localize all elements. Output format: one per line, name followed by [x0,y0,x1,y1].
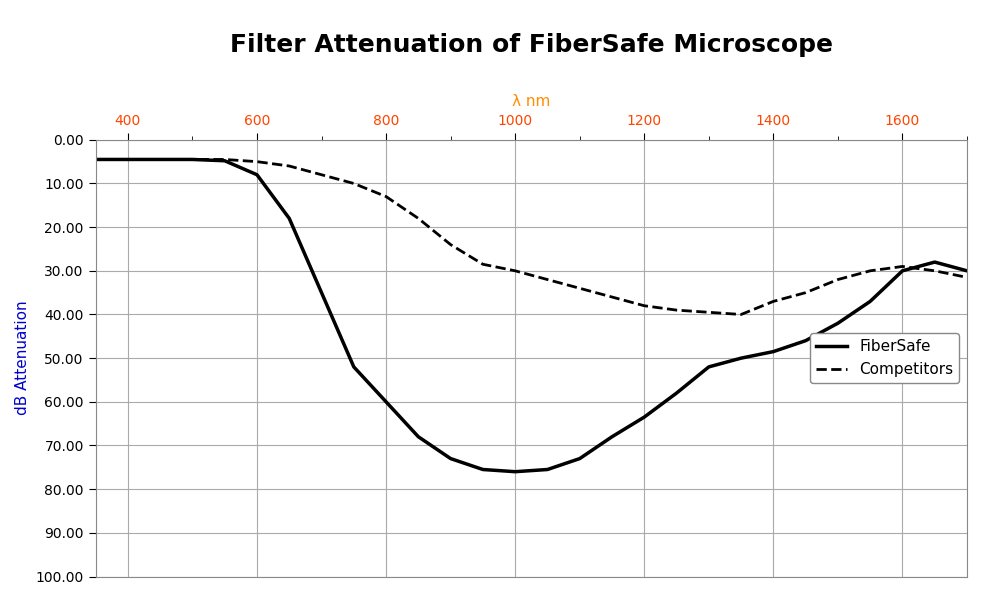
Competitors [703,308,715,316]
Y-axis label: dB Attenuation: dB Attenuation [15,301,30,415]
Competitors [187,156,198,163]
FiberSafe [154,156,166,163]
FiberSafe [573,455,585,462]
FiberSafe [445,455,457,462]
Competitors [573,284,585,292]
Competitors [89,156,101,163]
FiberSafe [219,157,231,164]
FiberSafe [606,433,618,440]
Competitors [412,215,424,222]
FiberSafe [348,363,359,370]
FiberSafe [251,171,263,178]
Competitors [799,289,811,296]
FiberSafe [510,468,521,475]
Competitors [445,241,457,248]
Competitors [961,274,973,281]
FiberSafe [412,433,424,440]
Competitors [510,267,521,274]
Competitors [864,267,876,274]
Competitors [284,163,296,170]
FiberSafe [122,156,134,163]
Competitors [929,267,941,274]
Competitors [541,276,553,283]
FiberSafe [380,398,392,406]
Competitors [122,156,134,163]
Competitors [219,156,231,163]
FiberSafe [736,355,747,362]
Competitors [736,311,747,318]
FiberSafe [897,267,908,274]
FiberSafe [832,320,844,327]
FiberSafe [703,363,715,370]
Competitors [477,260,489,268]
Title: Filter Attenuation of FiberSafe Microscope: Filter Attenuation of FiberSafe Microsco… [230,33,833,57]
FiberSafe [541,466,553,473]
FiberSafe [768,348,780,355]
FiberSafe [315,289,327,296]
Competitors [154,156,166,163]
Competitors [768,298,780,305]
Competitors [315,171,327,178]
Competitors [251,158,263,165]
Line: Competitors: Competitors [95,160,967,314]
Legend: FiberSafe, Competitors: FiberSafe, Competitors [810,333,959,383]
FiberSafe [671,389,682,397]
Line: FiberSafe: FiberSafe [95,160,967,472]
Competitors [671,307,682,314]
Competitors [380,193,392,200]
FiberSafe [187,156,198,163]
FiberSafe [929,259,941,266]
FiberSafe [284,215,296,222]
Competitors [897,263,908,270]
X-axis label: λ nm: λ nm [513,94,551,109]
Competitors [638,302,650,310]
Competitors [606,293,618,301]
FiberSafe [477,466,489,473]
FiberSafe [961,267,973,274]
Competitors [348,180,359,187]
FiberSafe [864,298,876,305]
FiberSafe [89,156,101,163]
FiberSafe [638,413,650,421]
FiberSafe [799,337,811,344]
Competitors [832,276,844,283]
